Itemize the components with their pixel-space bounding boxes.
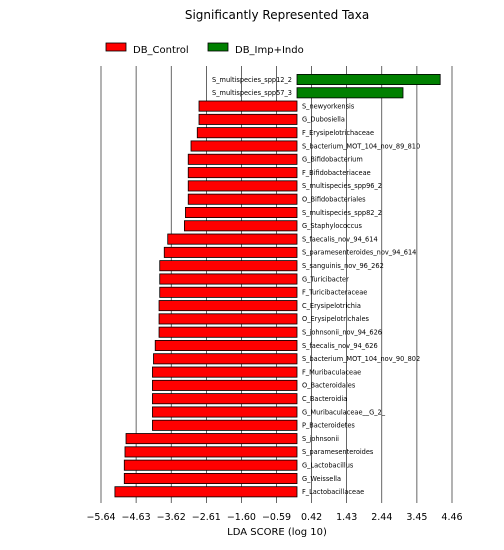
bar-label: S_newyorkensis	[302, 102, 355, 110]
bar-label: C_Erysipelotrichia	[302, 302, 361, 310]
bar	[125, 433, 298, 445]
x-tick-label: 3.45	[406, 512, 427, 523]
x-tick-label: −4.63	[122, 512, 151, 523]
bar	[167, 233, 298, 245]
bar	[296, 87, 404, 99]
bar	[163, 246, 298, 258]
x-tick-label: −3.62	[157, 512, 186, 523]
x-tick-label: −1.60	[227, 512, 256, 523]
bar	[153, 353, 298, 365]
legend-label-db-control: DB_Control	[133, 45, 189, 56]
bar-label: F_Bifidobacteriaceae	[302, 169, 371, 177]
legend-label-db-imp-indo: DB_Imp+Indo	[235, 45, 304, 56]
x-tick-label: 2.44	[371, 512, 392, 523]
bar-label: S_paramesenteroides	[302, 448, 374, 456]
x-tick-label: 1.43	[336, 512, 357, 523]
bar	[187, 167, 298, 179]
bar-label: S_paramesenteroides_nov_94_614	[302, 249, 416, 257]
bar-label: F_Turicibacteraceae	[302, 289, 367, 297]
x-tick-label: −0.59	[262, 512, 291, 523]
bar	[123, 459, 298, 471]
bar-label: G_Turicibacter	[302, 275, 349, 283]
x-tick-label: 4.46	[441, 512, 462, 523]
bar-label: C_Bacteroidia	[302, 395, 347, 403]
bar	[114, 486, 298, 498]
bar-labels-layer: S_multispecies_spp12_2 S_multispecies_spp…	[212, 76, 420, 496]
bar	[152, 406, 298, 418]
bar	[198, 100, 298, 112]
bar-label: S_multispecies_spp96_2	[302, 182, 382, 190]
bar	[152, 419, 298, 431]
bar	[158, 300, 298, 312]
x-tick-label: 0.42	[301, 512, 322, 523]
bar-label: F_Lactobacillaceae	[302, 488, 364, 496]
x-tick-label: −5.64	[86, 512, 115, 523]
bar	[198, 113, 298, 125]
bar-label: O_Erysipelotrichales	[302, 315, 370, 323]
bar	[158, 313, 298, 325]
bar	[154, 339, 298, 351]
bar	[159, 273, 298, 285]
bar-label: S_multispecies_spp82_2	[302, 209, 382, 217]
x-axis-label: LDA SCORE (log 10)	[227, 527, 327, 538]
bar	[123, 472, 298, 484]
x-tick-label: −2.61	[192, 512, 221, 523]
bar-label: S_multispecies_spp57_3	[212, 89, 292, 97]
bar-label: F_Erysipelotrichaceae	[302, 129, 374, 137]
bar	[158, 326, 298, 338]
chart-title: Significantly Represented Taxa	[185, 8, 369, 22]
bar-label: O_Bifidobacteriales	[302, 196, 366, 204]
bar-label: S_bacterium_MOT_104_nov_89_810	[302, 142, 420, 150]
bar-label: G_Weissella	[302, 475, 341, 483]
bar-label: O_Bacteroidales	[302, 382, 356, 390]
bar-label: S_johnsonii	[302, 435, 339, 443]
bars-layer	[114, 74, 441, 498]
bar	[184, 220, 298, 232]
bar-label: G_Lactobacillus	[302, 462, 354, 470]
bar	[187, 180, 298, 192]
bar-label: S_bacterium_MOT_104_nov_90_802	[302, 355, 420, 363]
legend: DB_Control DB_Imp+Indo	[105, 42, 304, 56]
x-tick-labels: −5.64 −4.63 −3.62 −2.61 −1.60 −0.59 0.42 1.43 2.…	[86, 512, 462, 523]
bar-label: G_Bifidobacterium	[302, 156, 363, 164]
bar-label: S_faecalis_nov_94_614	[302, 235, 378, 243]
bar-label: S_johnsonii_nov_94_626	[302, 329, 382, 337]
bar-label: G_Dubosiella	[302, 116, 345, 124]
bar-label: G_Muribaculaceae__G_2_	[302, 408, 386, 416]
bar	[159, 260, 298, 272]
legend-swatch-db-imp-indo	[207, 42, 229, 52]
bar	[159, 286, 298, 298]
legend-swatch-db-control	[105, 42, 127, 52]
bar	[296, 74, 441, 86]
bar	[152, 379, 298, 391]
bar	[152, 393, 298, 405]
bar	[185, 206, 298, 218]
bar	[152, 366, 298, 378]
bar-label: S_multispecies_spp12_2	[212, 76, 292, 84]
bar-label: S_sanguinis_nov_96_262	[302, 262, 384, 270]
bar	[196, 127, 298, 139]
bar	[187, 153, 298, 165]
bar-label: P_Bacteroidetes	[302, 422, 355, 430]
bar-label: G_Staphylococcus	[302, 222, 362, 230]
bar	[187, 193, 298, 205]
bar	[190, 140, 298, 152]
bar-label: S_faecalis_nov_94_626	[302, 342, 378, 350]
bar-label: F_Muribaculaceae	[302, 368, 361, 376]
bar	[124, 446, 298, 458]
